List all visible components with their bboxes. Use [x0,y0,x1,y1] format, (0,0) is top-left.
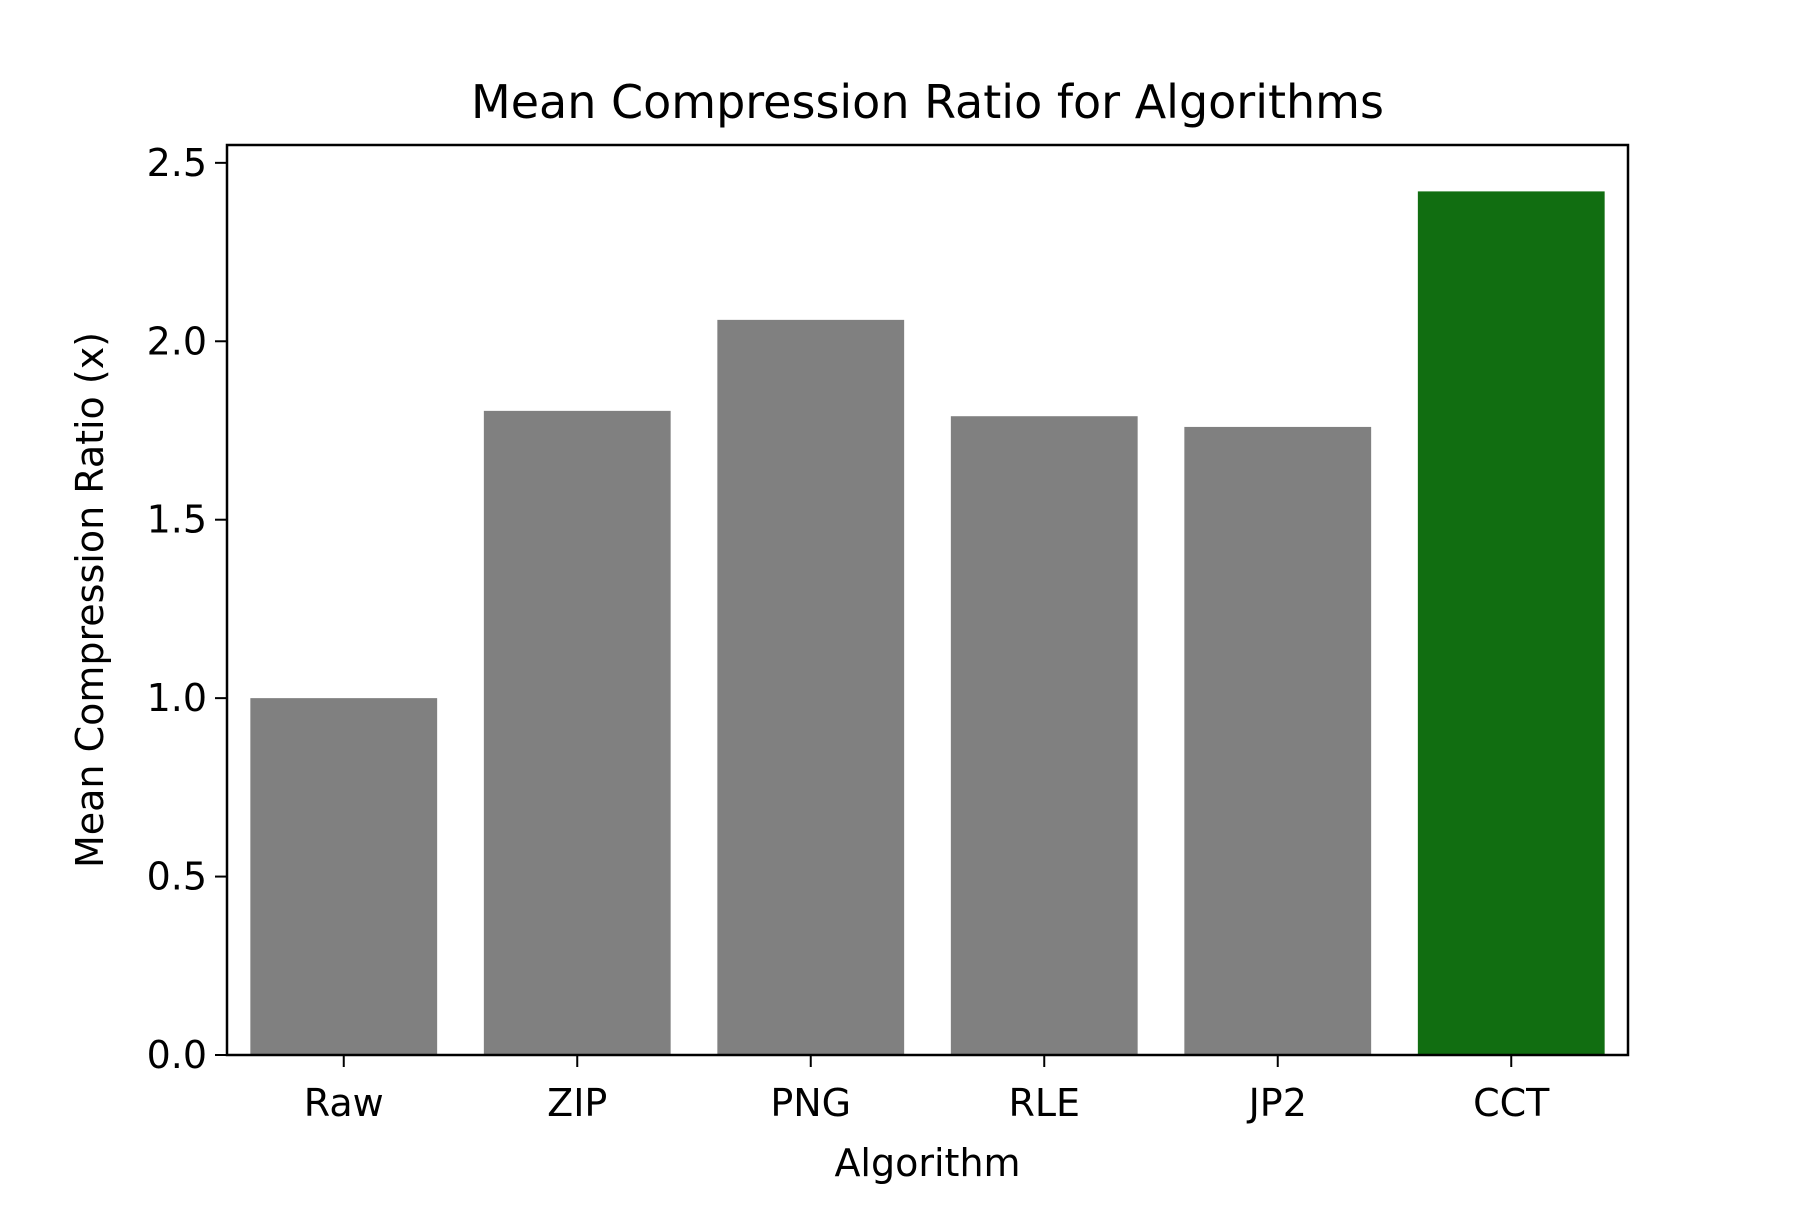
chart-title: Mean Compression Ratio for Algorithms [471,75,1384,129]
x-tick-label: Raw [304,1081,384,1125]
bar-zip [483,410,671,1055]
x-tick-label: PNG [770,1081,851,1125]
bar-cct [1417,191,1605,1055]
x-tick-label: CCT [1473,1081,1550,1125]
plot-frame [225,143,1630,1057]
x-tick-label: JP2 [1247,1081,1307,1125]
bars-layer [250,191,1605,1055]
x-tick-label: RLE [1008,1081,1080,1125]
x-axis-label: Algorithm [834,1141,1020,1185]
y-tick-label: 2.0 [147,319,207,363]
ticks-layer: Raw ZIP PNG RLE JP2 CCT 0.0 0.5 1.0 1.5 2.0 2.5 [147,141,1551,1125]
y-tick-label: 0.0 [147,1033,207,1077]
y-tick-label: 2.5 [147,141,207,185]
x-tick-label: ZIP [547,1081,607,1125]
bar-png [717,319,905,1055]
y-axis-label: Mean Compression Ratio (x) [68,332,112,868]
y-tick-label: 0.5 [147,855,207,899]
bar-rle [950,416,1138,1055]
bar-jp2 [1184,426,1372,1055]
bar-raw [250,698,438,1055]
y-tick-label: 1.0 [147,676,207,720]
y-tick-label: 1.5 [147,498,207,542]
